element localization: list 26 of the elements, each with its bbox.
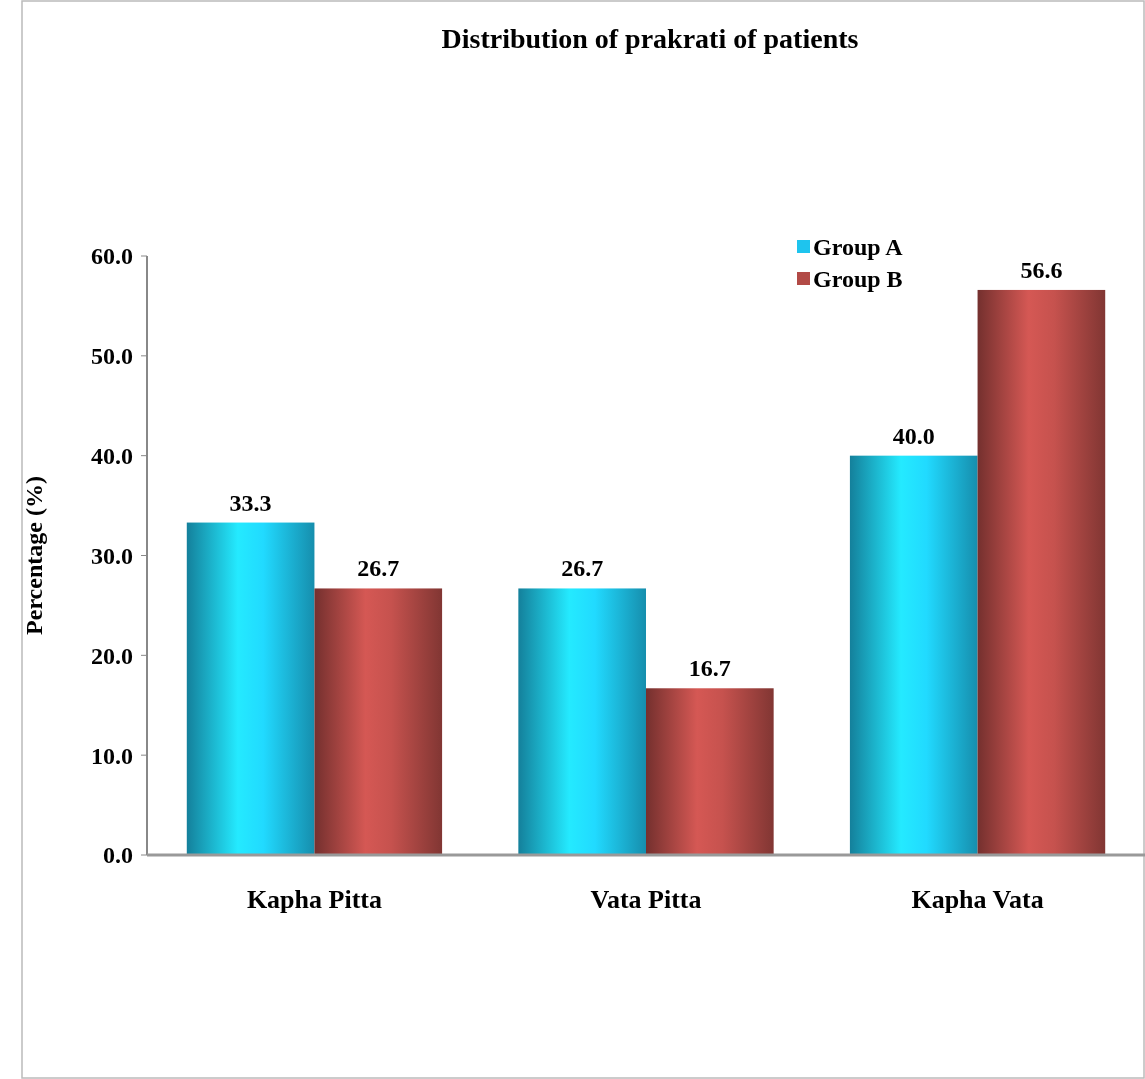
y-tick-label: 40.0 — [91, 443, 133, 470]
x-tick-label: Kapha Vata — [911, 885, 1044, 914]
data-label: 26.7 — [357, 555, 400, 582]
chart-title: Distribution of prakrati of patients — [441, 23, 859, 54]
data-label: 56.6 — [1020, 256, 1063, 283]
data-label: 40.0 — [892, 422, 935, 449]
y-tick-label: 0.0 — [103, 842, 133, 869]
y-tick-label: 60.0 — [91, 243, 133, 270]
y-tick-label: 20.0 — [91, 642, 133, 669]
bar — [849, 455, 978, 855]
x-tick-label: Vata Pitta — [590, 885, 702, 914]
y-axis-title: Percentage (%) — [21, 476, 47, 635]
data-label: 26.7 — [561, 555, 604, 582]
y-tick-label: 50.0 — [91, 343, 133, 370]
y-tick-label: 30.0 — [91, 542, 133, 569]
data-label: 16.7 — [688, 655, 731, 682]
legend-label: Group A — [813, 234, 904, 261]
bar — [186, 522, 315, 855]
legend-label: Group B — [813, 266, 903, 293]
x-tick-label: Kapha Pitta — [246, 885, 382, 914]
bar — [314, 588, 443, 855]
bar — [518, 588, 646, 855]
data-label: 33.3 — [229, 489, 272, 516]
bar — [646, 688, 774, 855]
bar — [977, 289, 1106, 855]
y-tick-label: 10.0 — [91, 742, 133, 769]
